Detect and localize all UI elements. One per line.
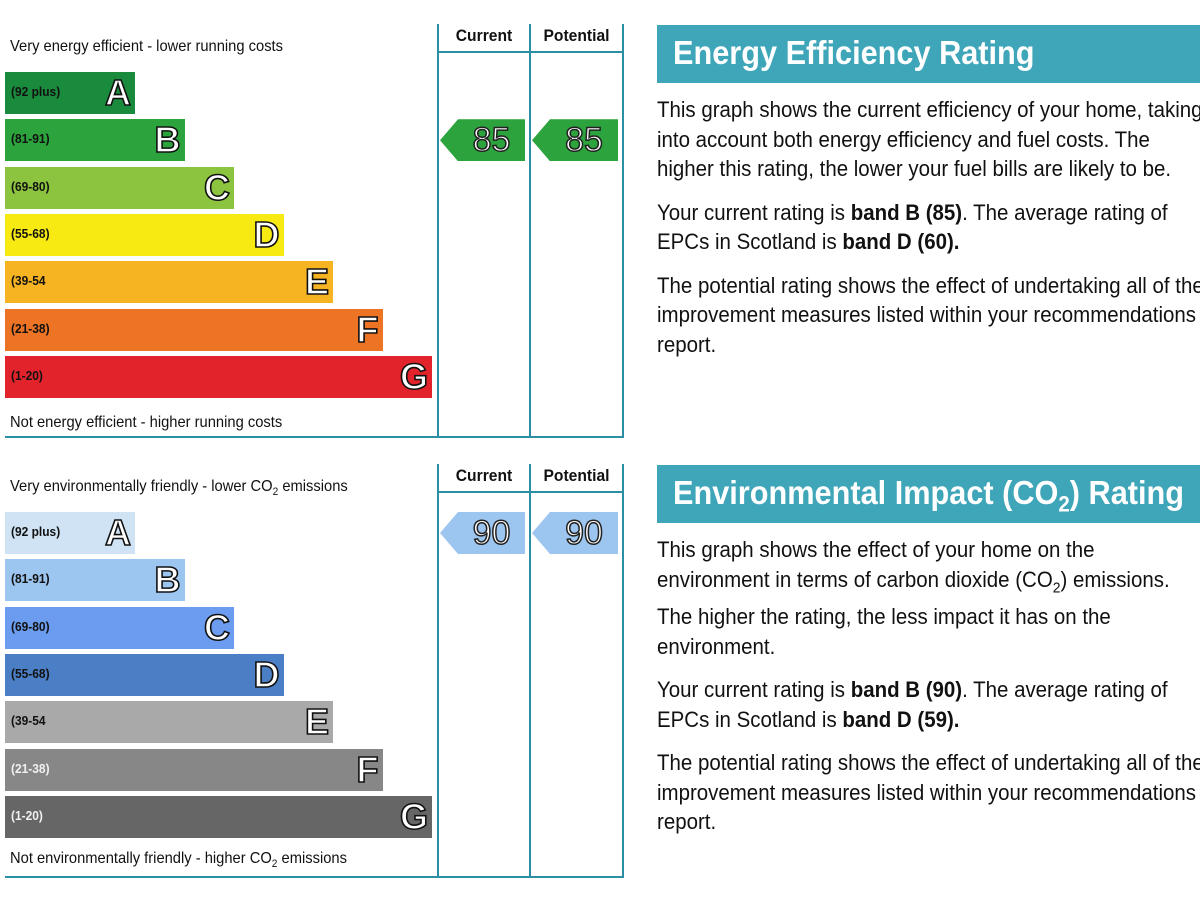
energy-efficiency-panel: Energy Efficiency Rating This graph show… <box>657 25 1200 373</box>
rating-band-a: (92 plus) A <box>5 72 135 114</box>
band-letter: C <box>203 606 231 648</box>
description-paragraph: This graph shows the current efficiency … <box>657 97 1200 181</box>
band-letter: B <box>154 559 182 601</box>
band-letter: E <box>304 261 330 303</box>
current-rating-value: 85 <box>472 121 511 161</box>
header-divider <box>437 491 624 493</box>
current-rating-value: 90 <box>472 513 511 553</box>
column-divider <box>437 24 439 438</box>
rating-band-a: (92 plus) A <box>5 512 135 554</box>
panel-title: Environmental Impact (CO2) Rating <box>657 465 1200 523</box>
rating-band-b: (81-91) B <box>5 559 185 602</box>
rating-band-g: (1-20) G <box>5 355 432 398</box>
description-paragraph: This graph shows the effect of your home… <box>657 537 1170 659</box>
band-range-label: (1-20) <box>11 807 43 823</box>
potential-rating-arrow: 90 <box>532 512 618 554</box>
column-divider <box>529 464 531 878</box>
band-range-label: (39-54 <box>11 713 46 729</box>
chart-top-label: Very environmentally friendly - lower CO… <box>10 478 348 499</box>
potential-column-header: Potential <box>543 466 610 485</box>
chart-bottom-border <box>5 876 624 878</box>
current-rating-paragraph: Your current rating is band B (85). The … <box>657 199 1168 255</box>
rating-band-d: (55-68) D <box>5 214 284 256</box>
environmental-impact-chart: Very environmentally friendly - lower CO… <box>0 450 630 880</box>
potential-rating-paragraph: The potential rating shows the effect of… <box>657 750 1200 835</box>
column-divider <box>622 464 624 878</box>
band-range-label: (55-68) <box>11 665 50 681</box>
band-letter: B <box>154 119 182 161</box>
environmental-impact-panel: Environmental Impact (CO2) Rating This g… <box>657 465 1200 851</box>
band-letter: F <box>356 308 380 350</box>
potential-rating-arrow: 85 <box>532 119 618 162</box>
panel-title: Energy Efficiency Rating <box>657 25 1200 83</box>
band-range-label: (69-80) <box>11 618 50 634</box>
column-divider <box>437 464 439 878</box>
band-range-label: (39-54 <box>11 273 46 289</box>
rating-band-g: (1-20) G <box>5 795 432 838</box>
band-range-label: (21-38) <box>11 760 50 776</box>
chart-top-label: Very energy efficient - lower running co… <box>10 38 284 55</box>
rating-band-b: (81-91) B <box>5 119 185 162</box>
band-letter: C <box>203 166 231 208</box>
rating-band-c: (69-80) C <box>5 166 234 209</box>
current-column-header: Current <box>455 466 513 485</box>
band-range-label: (55-68) <box>11 225 50 241</box>
potential-rating-value: 90 <box>564 513 603 553</box>
band-letter: A <box>104 72 132 114</box>
band-letter: G <box>399 355 429 397</box>
band-letter: D <box>253 213 281 256</box>
potential-rating-paragraph: The potential rating shows the effect of… <box>657 272 1200 357</box>
band-letter: E <box>304 701 330 743</box>
band-range-label: (92 plus) <box>11 84 61 99</box>
rating-band-f: (21-38) F <box>5 748 383 791</box>
band-range-label: (21-38) <box>11 320 50 336</box>
column-divider <box>529 24 531 438</box>
band-letter: A <box>104 512 132 554</box>
column-divider <box>622 24 624 438</box>
current-rating-paragraph: Your current rating is band B (90). The … <box>657 677 1168 732</box>
band-letter: F <box>356 748 380 790</box>
chart-bottom-label: Not environmentally friendly - higher CO… <box>10 850 347 871</box>
rating-band-c: (69-80) C <box>5 606 234 649</box>
chart-bottom-border <box>5 436 624 438</box>
band-letter: D <box>253 653 281 696</box>
rating-band-e: (39-54 E <box>5 701 333 744</box>
potential-column-header: Potential <box>543 26 610 45</box>
rating-band-e: (39-54 E <box>5 261 333 304</box>
header-divider <box>437 51 624 53</box>
current-rating-arrow: 90 <box>440 512 525 554</box>
band-range-label: (81-91) <box>11 131 50 147</box>
chart-bottom-label: Not energy efficient - higher running co… <box>10 414 283 431</box>
band-letter: G <box>399 795 429 837</box>
band-range-label: (81-91) <box>11 571 50 587</box>
potential-rating-value: 85 <box>564 121 603 161</box>
band-range-label: (69-80) <box>11 178 50 194</box>
rating-band-f: (21-38) F <box>5 308 383 351</box>
current-rating-arrow: 85 <box>440 119 525 162</box>
band-range-label: (92 plus) <box>11 524 61 539</box>
current-column-header: Current <box>455 26 513 45</box>
energy-efficiency-chart: Very energy efficient - lower running co… <box>0 10 630 440</box>
rating-band-d: (55-68) D <box>5 654 284 696</box>
band-range-label: (1-20) <box>11 367 43 383</box>
